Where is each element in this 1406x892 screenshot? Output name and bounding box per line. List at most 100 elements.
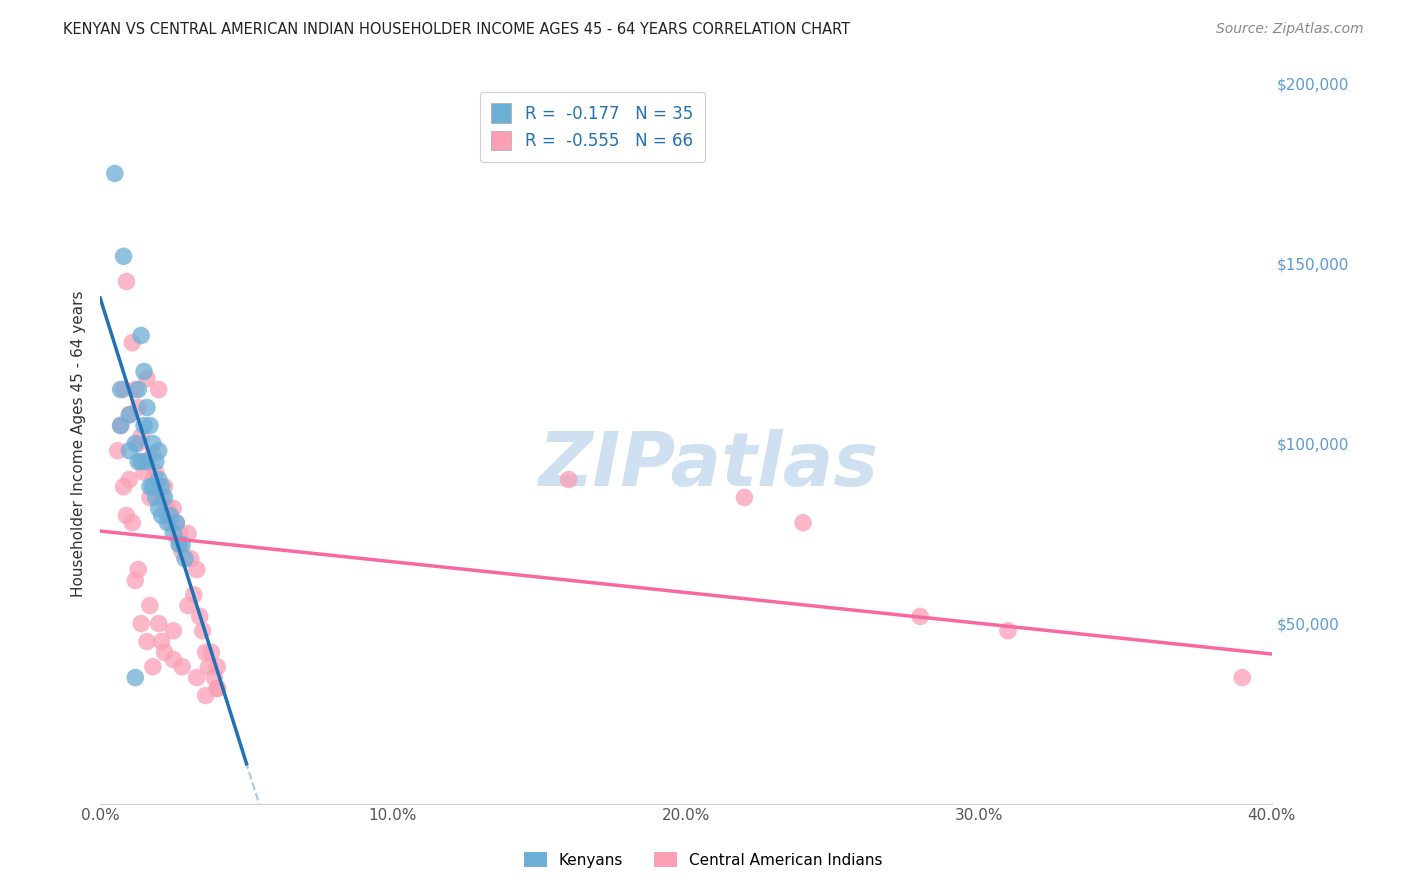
Point: [165, 516, 187, 530]
Point: [1232, 671, 1254, 685]
Point: [124, 671, 146, 685]
Point: [792, 516, 814, 530]
Point: [186, 671, 208, 685]
Point: [162, 624, 184, 638]
Point: [177, 599, 200, 613]
Point: [127, 401, 149, 415]
Point: [162, 526, 184, 541]
Point: [180, 551, 202, 566]
Point: [186, 563, 208, 577]
Point: [142, 447, 165, 461]
Point: [132, 364, 155, 378]
Point: [156, 516, 179, 530]
Point: [118, 473, 141, 487]
Point: [177, 526, 200, 541]
Point: [142, 480, 165, 494]
Point: [200, 645, 222, 659]
Point: [142, 660, 165, 674]
Point: [118, 408, 141, 422]
Point: [167, 526, 190, 541]
Point: [127, 436, 149, 450]
Point: [127, 383, 149, 397]
Text: KENYAN VS CENTRAL AMERICAN INDIAN HOUSEHOLDER INCOME AGES 45 - 64 YEARS CORRELAT: KENYAN VS CENTRAL AMERICAN INDIAN HOUSEH…: [63, 22, 851, 37]
Point: [132, 418, 155, 433]
Point: [129, 429, 152, 443]
Point: [156, 508, 179, 523]
Point: [129, 454, 152, 468]
Point: [207, 681, 229, 696]
Point: [121, 516, 143, 530]
Point: [142, 473, 165, 487]
Point: [129, 328, 152, 343]
Point: [162, 501, 184, 516]
Point: [557, 473, 579, 487]
Point: [150, 491, 173, 505]
Point: [148, 383, 170, 397]
Point: [207, 681, 229, 696]
Point: [124, 383, 146, 397]
Point: [167, 537, 190, 551]
Point: [118, 443, 141, 458]
Point: [124, 574, 146, 588]
Point: [172, 544, 194, 558]
Point: [124, 436, 146, 450]
Point: [139, 491, 162, 505]
Point: [112, 249, 135, 263]
Point: [145, 466, 167, 480]
Point: [115, 508, 138, 523]
Point: [139, 599, 162, 613]
Point: [129, 616, 152, 631]
Point: [136, 454, 159, 468]
Legend: R =  -0.177   N = 35, R =  -0.555   N = 66: R = -0.177 N = 35, R = -0.555 N = 66: [479, 92, 704, 162]
Point: [997, 624, 1019, 638]
Point: [127, 563, 149, 577]
Point: [110, 418, 132, 433]
Point: [118, 408, 141, 422]
Point: [172, 537, 194, 551]
Point: [174, 551, 197, 566]
Point: [112, 480, 135, 494]
Point: [150, 508, 173, 523]
Point: [127, 454, 149, 468]
Point: [107, 443, 129, 458]
Point: [191, 624, 214, 638]
Point: [136, 634, 159, 648]
Point: [104, 166, 127, 180]
Point: [148, 501, 170, 516]
Point: [145, 454, 167, 468]
Point: [153, 645, 176, 659]
Point: [150, 480, 173, 494]
Point: [153, 491, 176, 505]
Point: [159, 516, 181, 530]
Point: [112, 383, 135, 397]
Text: Source: ZipAtlas.com: Source: ZipAtlas.com: [1216, 22, 1364, 37]
Point: [139, 480, 162, 494]
Point: [202, 671, 225, 685]
Point: [908, 609, 931, 624]
Point: [156, 501, 179, 516]
Point: [165, 516, 187, 530]
Point: [110, 383, 132, 397]
Point: [145, 491, 167, 505]
Point: [188, 609, 211, 624]
Point: [197, 660, 219, 674]
Point: [150, 634, 173, 648]
Point: [115, 275, 138, 289]
Point: [167, 537, 190, 551]
Point: [110, 418, 132, 433]
Point: [136, 372, 159, 386]
Point: [132, 454, 155, 468]
Point: [172, 660, 194, 674]
Y-axis label: Householder Income Ages 45 - 64 years: Householder Income Ages 45 - 64 years: [72, 290, 86, 597]
Point: [153, 480, 176, 494]
Point: [148, 443, 170, 458]
Point: [139, 418, 162, 433]
Point: [183, 588, 205, 602]
Point: [148, 616, 170, 631]
Point: [207, 660, 229, 674]
Point: [159, 508, 181, 523]
Point: [132, 466, 155, 480]
Point: [136, 401, 159, 415]
Point: [121, 335, 143, 350]
Point: [733, 491, 755, 505]
